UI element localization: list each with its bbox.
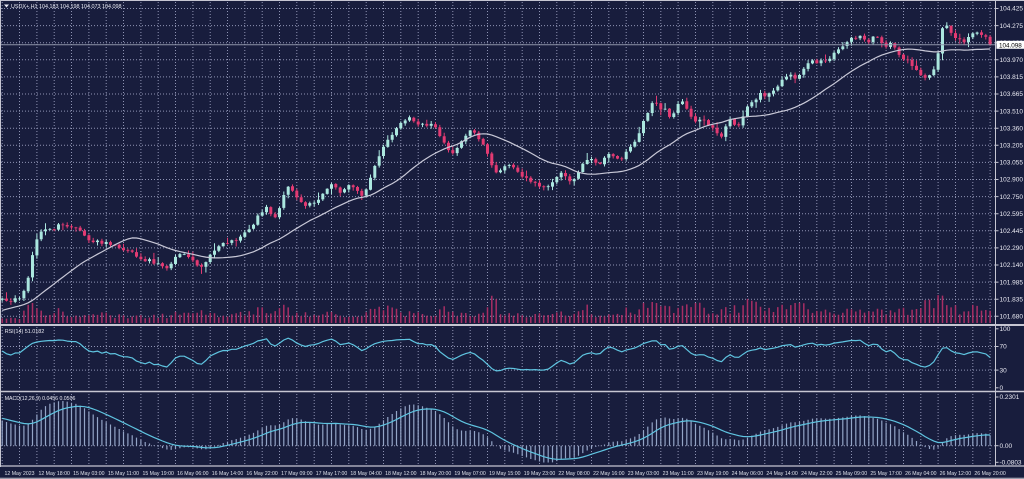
svg-text:70: 70 — [1000, 344, 1008, 351]
svg-text:30: 30 — [1000, 367, 1008, 374]
svg-text:104.098: 104.098 — [999, 42, 1022, 49]
svg-text:25 May 17:00: 25 May 17:00 — [870, 471, 902, 477]
svg-text:19 May 23:00: 19 May 23:00 — [524, 471, 556, 477]
svg-text:103.815: 103.815 — [1000, 74, 1024, 81]
svg-text:16 May 14:00: 16 May 14:00 — [212, 471, 244, 477]
svg-text:101.680: 101.680 — [1000, 314, 1024, 321]
svg-text:-0.0803: -0.0803 — [1000, 460, 1022, 467]
svg-text:26 May 12:00: 26 May 12:00 — [940, 471, 972, 477]
svg-text:23 May 19:00: 23 May 19:00 — [697, 471, 729, 477]
svg-text:22 May 08:00: 22 May 08:00 — [558, 471, 590, 477]
svg-text:24 May 22:00: 24 May 22:00 — [801, 471, 833, 477]
svg-text:26 May 20:00: 26 May 20:00 — [974, 471, 1006, 477]
svg-text:MACD(12,26,9) 0.0456 0.0506: MACD(12,26,9) 0.0456 0.0506 — [5, 396, 76, 402]
svg-text:103.360: 103.360 — [1000, 125, 1024, 132]
svg-text:USDX+,H1 104.183 104.198 104.0: USDX+,H1 104.183 104.198 104.073 104.098 — [11, 4, 121, 10]
svg-text:15 May 19:00: 15 May 19:00 — [142, 471, 174, 477]
svg-text:18 May 12:00: 18 May 12:00 — [385, 471, 417, 477]
svg-text:103.665: 103.665 — [1000, 91, 1024, 98]
svg-text:103.205: 103.205 — [1000, 143, 1024, 150]
svg-text:24 May 14:00: 24 May 14:00 — [766, 471, 798, 477]
svg-text:26 May 04:00: 26 May 04:00 — [905, 471, 937, 477]
svg-text:103.970: 103.970 — [1000, 57, 1024, 64]
svg-text:12 May 18:00: 12 May 18:00 — [38, 471, 70, 477]
svg-text:0: 0 — [1000, 385, 1004, 392]
svg-text:103.055: 103.055 — [1000, 160, 1024, 167]
svg-text:104.275: 104.275 — [1000, 23, 1024, 30]
svg-text:16 May 22:00: 16 May 22:00 — [246, 471, 278, 477]
svg-text:104.425: 104.425 — [1000, 6, 1024, 13]
svg-text:102.750: 102.750 — [1000, 194, 1024, 201]
svg-text:17 May 17:00: 17 May 17:00 — [316, 471, 348, 477]
svg-text:19 May 15:00: 19 May 15:00 — [489, 471, 521, 477]
svg-text:102.445: 102.445 — [1000, 228, 1024, 235]
svg-text:101.835: 101.835 — [1000, 296, 1024, 303]
svg-text:103.510: 103.510 — [1000, 108, 1024, 115]
svg-text:100: 100 — [1000, 326, 1011, 333]
svg-text:101.985: 101.985 — [1000, 279, 1024, 286]
svg-text:18 May 04:00: 18 May 04:00 — [350, 471, 382, 477]
svg-text:17 May 09:00: 17 May 09:00 — [281, 471, 313, 477]
svg-text:22 May 16:00: 22 May 16:00 — [593, 471, 625, 477]
svg-text:102.595: 102.595 — [1000, 211, 1024, 218]
svg-text:16 May 06:00: 16 May 06:00 — [177, 471, 209, 477]
svg-text:0.2301: 0.2301 — [1000, 394, 1020, 401]
svg-text:RSI(14) 51.0182: RSI(14) 51.0182 — [5, 329, 45, 335]
svg-text:23 May 11:00: 23 May 11:00 — [663, 471, 694, 477]
svg-text:102.290: 102.290 — [1000, 245, 1024, 252]
svg-text:15 May 03:00: 15 May 03:00 — [73, 471, 105, 477]
svg-text:23 May 03:00: 23 May 03:00 — [628, 471, 660, 477]
svg-text:18 May 20:00: 18 May 20:00 — [420, 471, 452, 477]
svg-text:0.00: 0.00 — [1000, 443, 1013, 450]
svg-text:19 May 07:00: 19 May 07:00 — [454, 471, 486, 477]
svg-text:12 May 2023: 12 May 2023 — [5, 471, 35, 477]
svg-text:102.140: 102.140 — [1000, 262, 1024, 269]
svg-text:15 May 11:00: 15 May 11:00 — [108, 471, 139, 477]
svg-text:102.900: 102.900 — [1000, 177, 1024, 184]
svg-text:24 May 06:00: 24 May 06:00 — [732, 471, 764, 477]
svg-text:25 May 09:00: 25 May 09:00 — [836, 471, 868, 477]
